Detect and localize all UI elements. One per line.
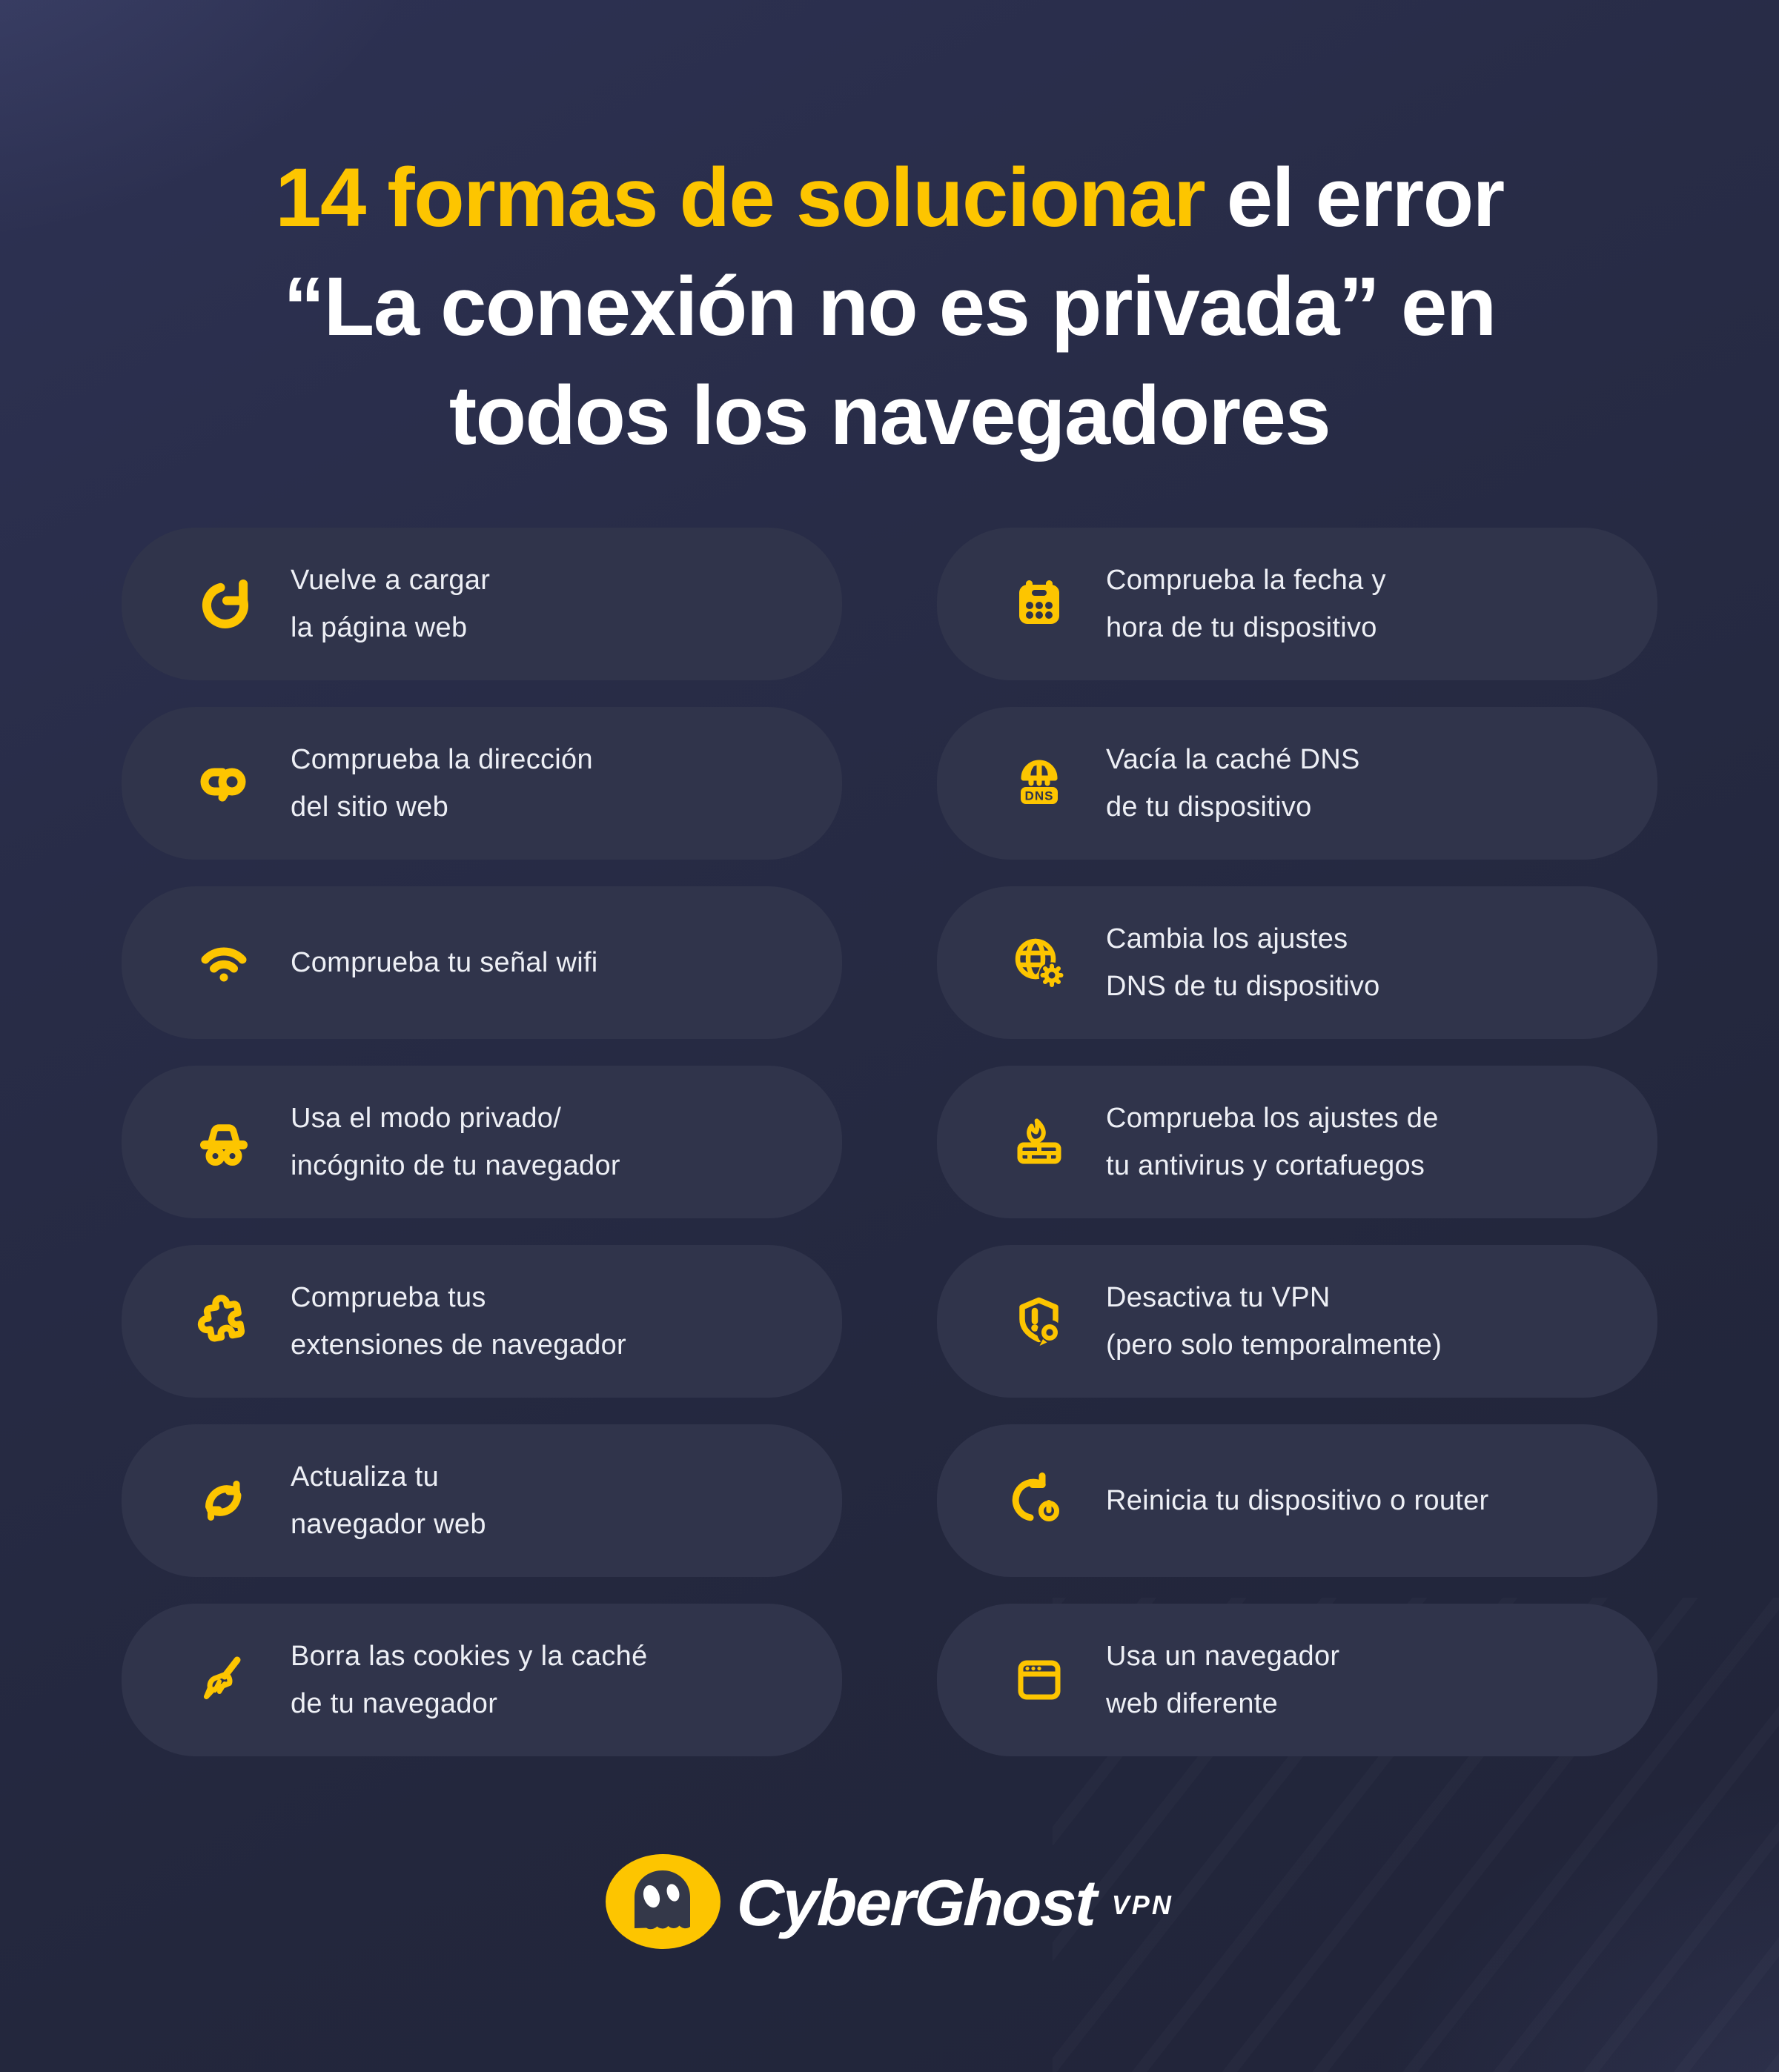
title-highlight: 14 formas de solucionar	[275, 151, 1205, 245]
tip-line: tu antivirus y cortafuegos	[1106, 1150, 1425, 1181]
tip-line: hora de tu dispositivo	[1106, 612, 1377, 643]
card-check-date-time: Comprueba la fecha y hora de tu disposit…	[937, 528, 1657, 680]
tip-line: (pero solo temporalmente)	[1106, 1329, 1442, 1361]
tip-line: del sitio web	[291, 791, 449, 823]
tip-line: Comprueba los ajustes de	[1106, 1103, 1439, 1134]
card-check-wifi: Comprueba tu señal wifi	[122, 886, 842, 1039]
incognito-icon	[194, 1112, 254, 1172]
tip-text: Usa un navegador web diferente	[1106, 1633, 1339, 1727]
brand-footer: CyberGhost VPN	[0, 1851, 1779, 1955]
restart-icon	[1010, 1471, 1069, 1530]
tip-text: Borra las cookies y la caché de tu naveg…	[291, 1633, 648, 1727]
tip-line: Desactiva tu VPN	[1106, 1282, 1331, 1313]
tip-line: Vuelve a cargar	[291, 565, 491, 596]
card-update-browser: Actualiza tu navegador web	[122, 1424, 842, 1577]
card-check-address: Comprueba la dirección del sitio web	[122, 707, 842, 860]
tip-line: web diferente	[1106, 1688, 1279, 1719]
tip-line: Borra las cookies y la caché	[291, 1641, 648, 1672]
tip-line: de tu navegador	[291, 1688, 498, 1719]
tip-text: Vacía la caché DNS de tu dispositivo	[1106, 736, 1360, 831]
tip-text: Comprueba la dirección del sitio web	[291, 736, 593, 831]
title-line-3: todos los navegadores	[448, 369, 1331, 462]
card-incognito-mode: Usa el modo privado/ incógnito de tu nav…	[122, 1066, 842, 1218]
tip-line: de tu dispositivo	[1106, 791, 1312, 823]
cyberghost-ghost-icon	[606, 1853, 721, 1953]
tip-text: Comprueba la fecha y hora de tu disposit…	[1106, 557, 1386, 651]
page-title: 14 formas de solucionar el error “La con…	[0, 143, 1779, 470]
card-different-browser: Usa un navegador web diferente	[937, 1604, 1657, 1756]
brand-vpn-label: VPN	[1111, 1890, 1173, 1920]
firewall-icon	[1010, 1112, 1069, 1172]
tip-line: Vacía la caché DNS	[1106, 744, 1360, 775]
update-icon	[194, 1471, 254, 1530]
tip-line: Usa un navegador	[1106, 1641, 1340, 1672]
tip-line: Comprueba tus	[291, 1282, 486, 1313]
tip-line: Reinicia tu dispositivo o router	[1106, 1485, 1489, 1516]
tip-line: navegador web	[291, 1509, 486, 1540]
tip-text: Vuelve a cargar la página web	[291, 557, 490, 651]
tip-line: extensiones de navegador	[291, 1329, 626, 1361]
title-line-1: 14 formas de solucionar el error	[0, 143, 1779, 252]
card-reload-page: Vuelve a cargar la página web	[122, 528, 842, 680]
title-line-2: “La conexión no es privada” en	[283, 260, 1497, 353]
card-disable-vpn: Desactiva tu VPN (pero solo temporalment…	[937, 1245, 1657, 1398]
brand-wordmark: CyberGhost	[735, 1866, 1097, 1939]
tip-text: Comprueba los ajustes de tu antivirus y …	[1106, 1095, 1439, 1189]
dns-label: DNS	[1025, 789, 1054, 803]
tip-text: Usa el modo privado/ incógnito de tu nav…	[291, 1095, 620, 1189]
link-search-icon	[194, 754, 254, 813]
clean-icon	[194, 1650, 254, 1710]
tip-line: DNS de tu dispositivo	[1106, 971, 1380, 1002]
tip-line: Comprueba la dirección	[291, 744, 593, 775]
tip-text: Comprueba tu señal wifi	[291, 939, 598, 986]
dns-settings-icon	[1010, 933, 1069, 992]
tip-line: Cambia los ajustes	[1106, 923, 1348, 954]
tip-line: incógnito de tu navegador	[291, 1150, 620, 1181]
tip-line: Usa el modo privado/	[291, 1103, 562, 1134]
tip-text: Cambia los ajustes DNS de tu dispositivo	[1106, 915, 1380, 1010]
tip-text: Actualiza tu navegador web	[291, 1453, 486, 1548]
tip-text: Comprueba tus extensiones de navegador	[291, 1274, 626, 1369]
card-flush-dns: DNS Vacía la caché DNS de tu dispositivo	[937, 707, 1657, 860]
calendar-icon	[1010, 574, 1069, 634]
tip-line: Comprueba tu señal wifi	[291, 947, 598, 978]
card-check-antivirus-firewall: Comprueba los ajustes de tu antivirus y …	[937, 1066, 1657, 1218]
tips-grid: Vuelve a cargar la página web Comprueba …	[122, 528, 1657, 1756]
title-line-1-white: el error	[1205, 151, 1505, 245]
card-check-extensions: Comprueba tus extensiones de navegador	[122, 1245, 842, 1398]
card-clear-cookies-cache: Borra las cookies y la caché de tu naveg…	[122, 1604, 842, 1756]
wifi-icon	[194, 933, 254, 992]
tip-line: Actualiza tu	[291, 1461, 440, 1492]
dns-cache-icon: DNS	[1010, 754, 1069, 813]
reload-icon	[194, 574, 254, 634]
card-change-dns: Cambia los ajustes DNS de tu dispositivo	[937, 886, 1657, 1039]
extension-icon	[194, 1292, 254, 1351]
tip-line: la página web	[291, 612, 468, 643]
card-restart-device: Reinicia tu dispositivo o router	[937, 1424, 1657, 1577]
tip-text: Reinicia tu dispositivo o router	[1106, 1477, 1489, 1524]
vpn-off-icon	[1010, 1292, 1069, 1351]
tip-text: Desactiva tu VPN (pero solo temporalment…	[1106, 1274, 1442, 1369]
tip-line: Comprueba la fecha y	[1106, 565, 1386, 596]
browser-icon	[1010, 1650, 1069, 1710]
